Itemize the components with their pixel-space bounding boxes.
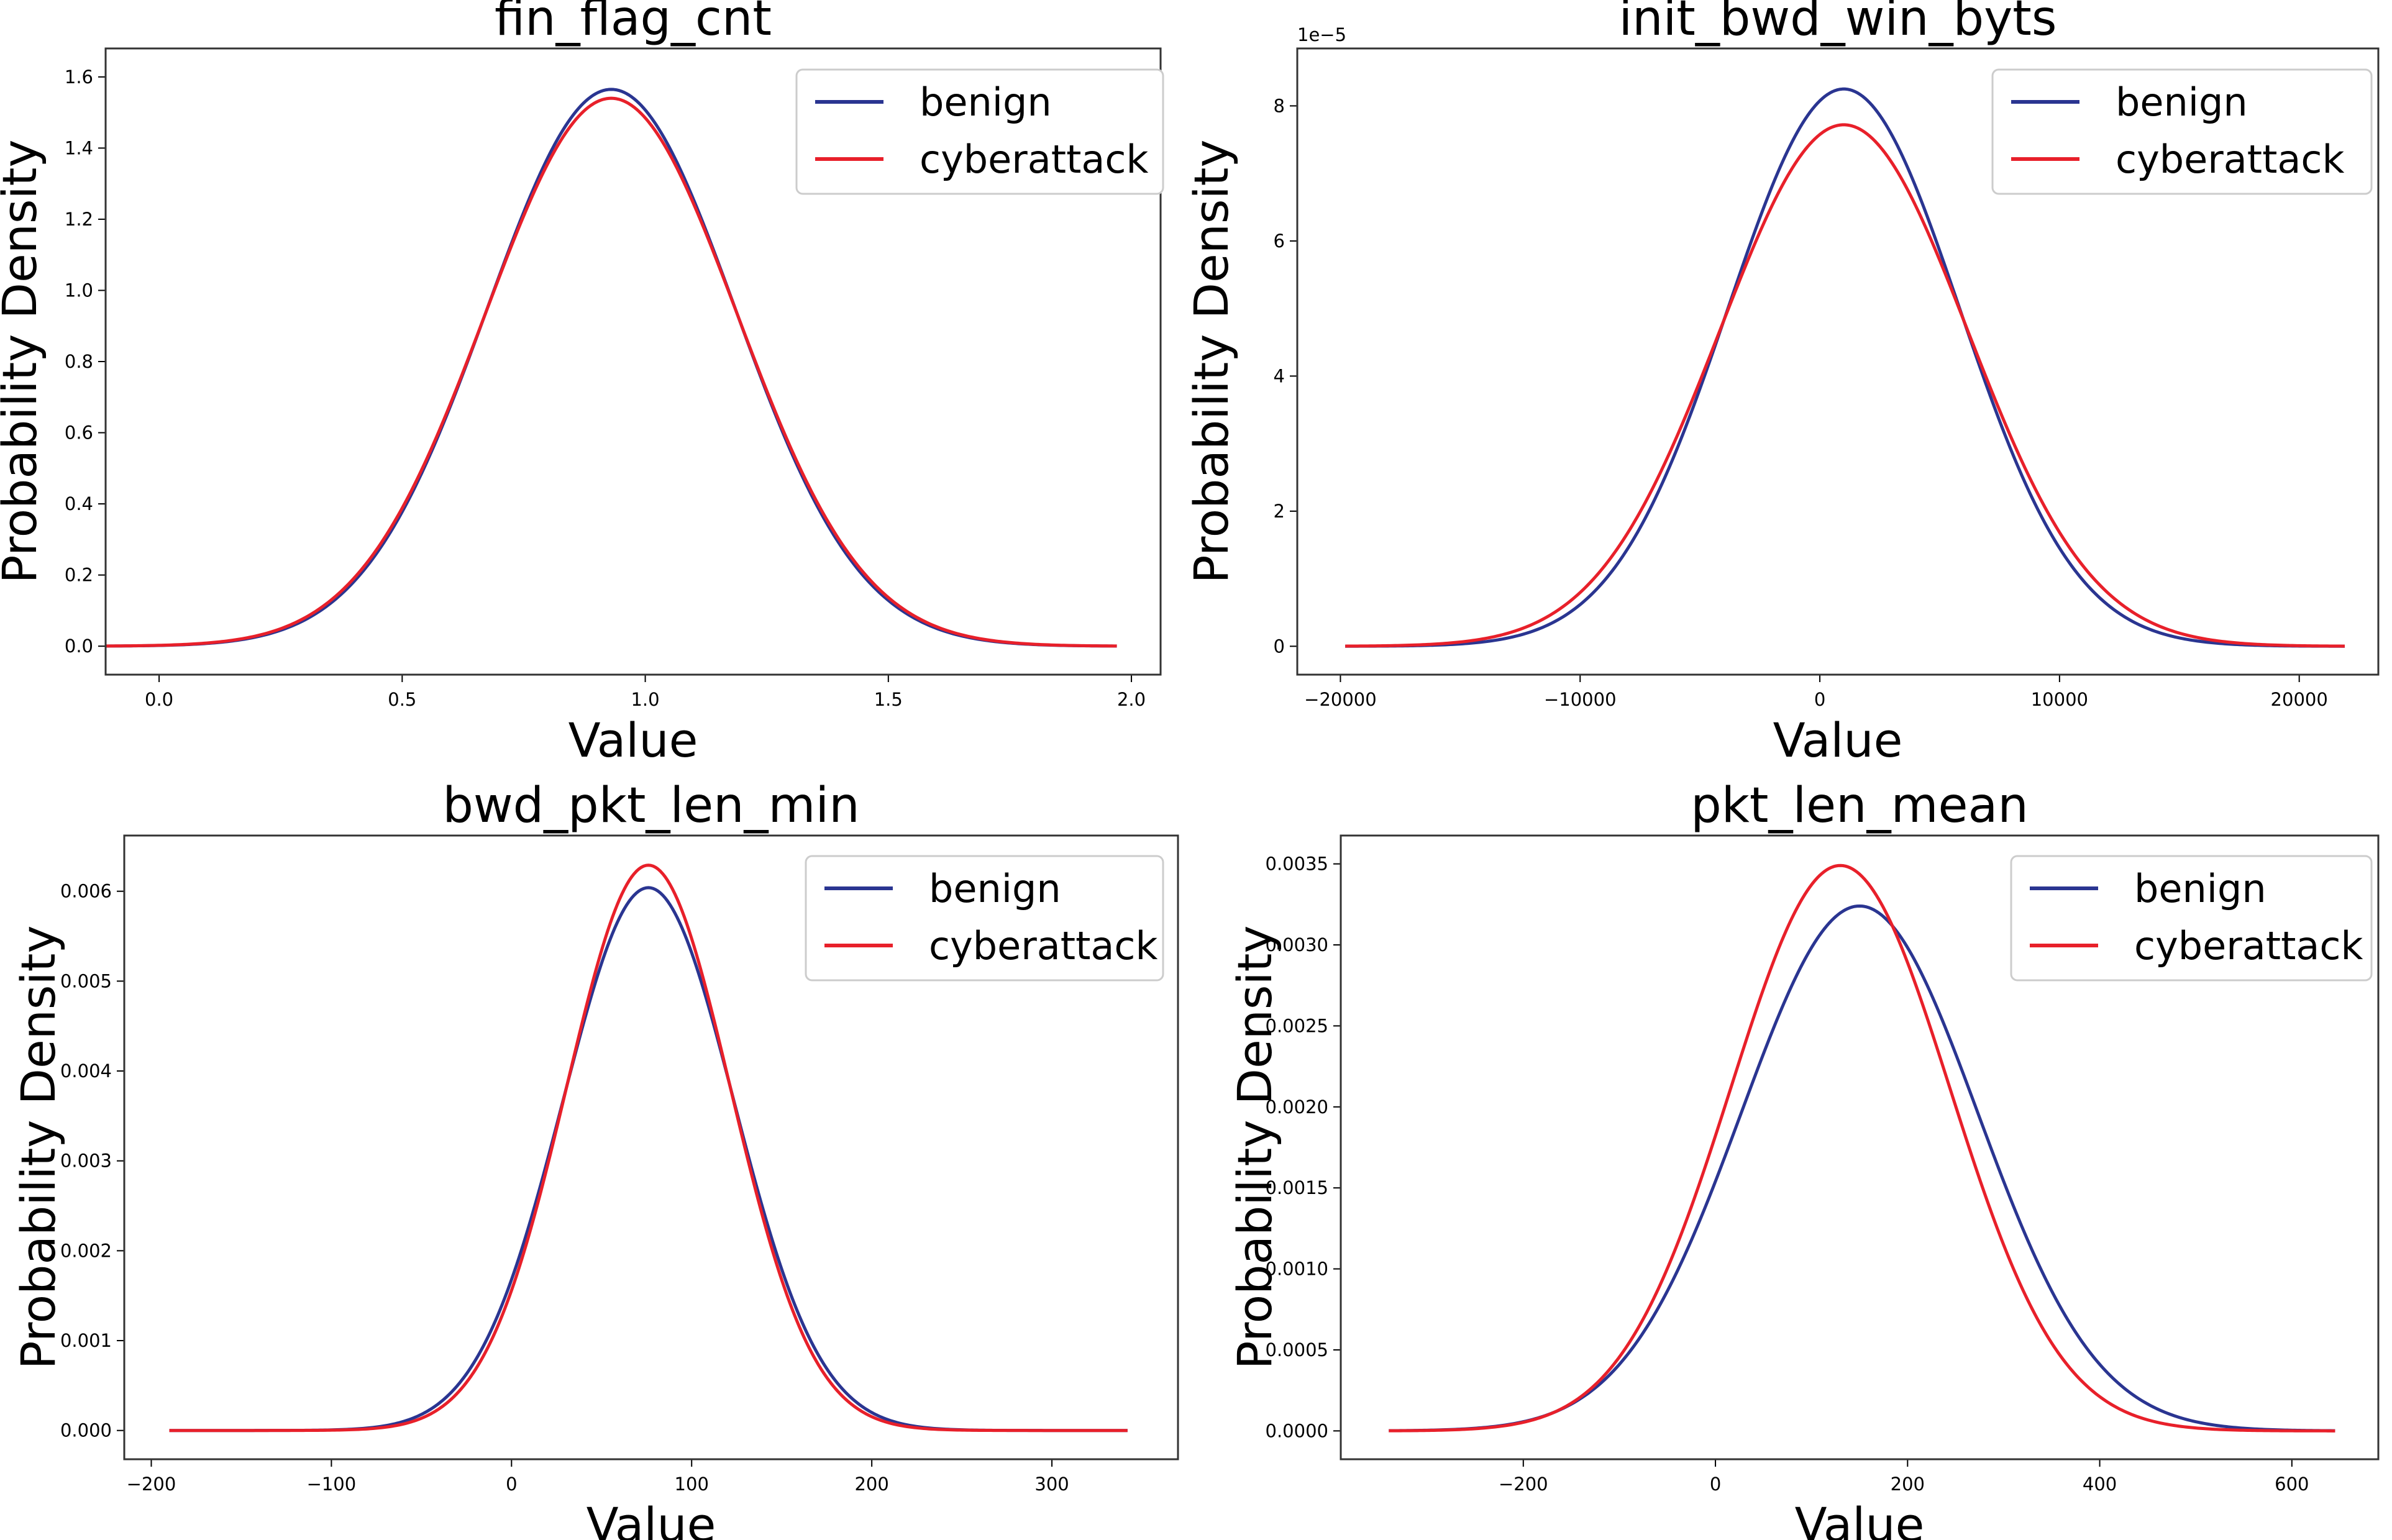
x-axis-label: Value bbox=[1795, 1497, 1925, 1540]
legend-box bbox=[1991, 68, 2373, 195]
y-tick-label: 0.0010 bbox=[1266, 1259, 1328, 1280]
x-tick-label: −10000 bbox=[1544, 689, 1617, 710]
y-tick-label: 0.002 bbox=[60, 1240, 112, 1261]
series-line-benign bbox=[1345, 87, 2345, 648]
y-tick-label: 0.003 bbox=[60, 1150, 112, 1172]
y-axis-label: Probability Density bbox=[1184, 140, 1239, 584]
y-tick-label: 1.2 bbox=[65, 209, 93, 230]
y-tick-label: 0.0 bbox=[65, 636, 93, 657]
legend: benign cyberattack bbox=[795, 68, 1164, 195]
y-tick-label: 0.4 bbox=[65, 493, 93, 514]
panel-fin-flag-cnt: fin_flag_cnt 0.0 0.5 1.0 1.5 2.0 0.0 0.2 0.4 0.6 0… bbox=[0, 0, 1164, 768]
panel-pkt-len-mean: pkt_len_mean −200 0 200 400 600 0.0000 0.0005 0.… bbox=[1227, 778, 2380, 1540]
panel-init-bwd-win-byts: init_bwd_win_byts −20000 −10000 0 10000 20000… bbox=[1184, 0, 2380, 768]
y-tick-label: 0.0000 bbox=[1266, 1420, 1328, 1441]
x-tick-label: 0 bbox=[1814, 689, 1825, 710]
x-tick-label: 200 bbox=[1891, 1474, 1925, 1495]
x-tick-label: −20000 bbox=[1304, 689, 1377, 710]
x-tick-label: 1.5 bbox=[874, 689, 903, 710]
y-tick-label: 0.6 bbox=[65, 422, 93, 444]
y-axis-label: Probability Density bbox=[1227, 926, 1282, 1370]
panel-bwd-pkt-len-min: bwd_pkt_len_min −200 −100 0 100 200 300 0.000 0.… bbox=[11, 778, 1179, 1540]
y-tick-label: 0.0020 bbox=[1266, 1096, 1328, 1118]
x-tick-label: −200 bbox=[1499, 1474, 1548, 1495]
chart-title: pkt_len_mean bbox=[1691, 778, 2029, 834]
y-axis-label: Probability Density bbox=[0, 140, 47, 584]
x-tick-label: 0 bbox=[1710, 1474, 1721, 1495]
legend-label-cyberattack: cyberattack bbox=[2116, 137, 2344, 182]
x-tick-label: −100 bbox=[307, 1474, 357, 1495]
y-tick-label: 1.0 bbox=[65, 280, 93, 301]
x-tick-label: 2.0 bbox=[1117, 689, 1146, 710]
x-tick-label: 0 bbox=[506, 1474, 517, 1495]
y-tick-label: 0.8 bbox=[65, 351, 93, 372]
y-tick-label: 0.0015 bbox=[1266, 1177, 1328, 1198]
y-tick-label: 8 bbox=[1274, 95, 1285, 116]
series-line-cyberattack bbox=[1389, 863, 2335, 1433]
chart-title: bwd_pkt_len_min bbox=[442, 778, 859, 834]
legend: benign cyberattack bbox=[2010, 855, 2373, 982]
x-tick-label: 10000 bbox=[2031, 689, 2088, 710]
x-axis-label: Value bbox=[568, 713, 698, 768]
plot-frame bbox=[1340, 834, 2380, 1460]
x-tick-label: 400 bbox=[2083, 1474, 2117, 1495]
x-tick-label: 600 bbox=[2275, 1474, 2309, 1495]
y-tick-label: 0.006 bbox=[60, 881, 112, 902]
y-tick-label: 0.004 bbox=[60, 1060, 112, 1082]
y-tick-label: 0.0035 bbox=[1266, 854, 1328, 875]
chart-title: init_bwd_win_byts bbox=[1619, 0, 2057, 47]
x-tick-label: 100 bbox=[675, 1474, 709, 1495]
series-line-benign bbox=[1389, 904, 2335, 1433]
legend-label-benign: benign bbox=[929, 866, 1061, 911]
plot-frame bbox=[123, 834, 1179, 1460]
x-axis-label: Value bbox=[587, 1497, 716, 1540]
legend-label-benign: benign bbox=[2116, 80, 2248, 125]
y-tick-label: 4 bbox=[1274, 365, 1285, 386]
y-tick-label: 1.4 bbox=[65, 137, 93, 158]
y-tick-label: 0.0005 bbox=[1266, 1339, 1328, 1360]
legend-box bbox=[795, 68, 1164, 195]
legend-label-cyberattack: cyberattack bbox=[929, 923, 1157, 968]
y-tick-label: 0.0030 bbox=[1266, 934, 1328, 955]
y-tick-label: 6 bbox=[1274, 230, 1285, 252]
series-line-cyberattack bbox=[106, 96, 1117, 648]
series-line-cyberattack bbox=[1345, 123, 2345, 648]
x-tick-label: 1.0 bbox=[631, 689, 659, 710]
x-tick-label: 200 bbox=[854, 1474, 888, 1495]
y-tick-label: 0.2 bbox=[65, 565, 93, 586]
y-tick-label: 2 bbox=[1274, 501, 1285, 522]
legend-label-benign: benign bbox=[920, 80, 1052, 125]
y-axis-label: Probability Density bbox=[11, 926, 66, 1370]
plot-frame bbox=[1296, 47, 2380, 676]
y-tick-label: 1.6 bbox=[65, 66, 93, 88]
y-offset-label: 1e−5 bbox=[1297, 24, 1346, 45]
legend-label-cyberattack: cyberattack bbox=[2134, 923, 2363, 968]
x-axis-label: Value bbox=[1773, 713, 1903, 768]
legend-box bbox=[805, 855, 1164, 982]
x-tick-label: 0.0 bbox=[145, 689, 173, 710]
legend-label-cyberattack: cyberattack bbox=[920, 137, 1148, 182]
legend-box bbox=[2010, 855, 2373, 982]
y-tick-label: 0.001 bbox=[60, 1330, 112, 1351]
plot-frame bbox=[104, 47, 1162, 676]
x-tick-label: −200 bbox=[127, 1474, 176, 1495]
y-tick-label: 0.000 bbox=[60, 1420, 112, 1441]
y-tick-label: 0 bbox=[1274, 636, 1285, 657]
x-tick-label: 20000 bbox=[2271, 689, 2328, 710]
legend-label-benign: benign bbox=[2134, 866, 2266, 911]
chart-title: fin_flag_cnt bbox=[495, 0, 772, 47]
series-line-cyberattack bbox=[169, 863, 1128, 1433]
x-tick-label: 0.5 bbox=[388, 689, 416, 710]
legend: benign cyberattack bbox=[1991, 68, 2373, 195]
x-tick-label: 300 bbox=[1034, 1474, 1069, 1495]
y-tick-label: 0.0025 bbox=[1266, 1015, 1328, 1036]
y-tick-label: 0.005 bbox=[60, 970, 112, 991]
legend: benign cyberattack bbox=[805, 855, 1164, 982]
